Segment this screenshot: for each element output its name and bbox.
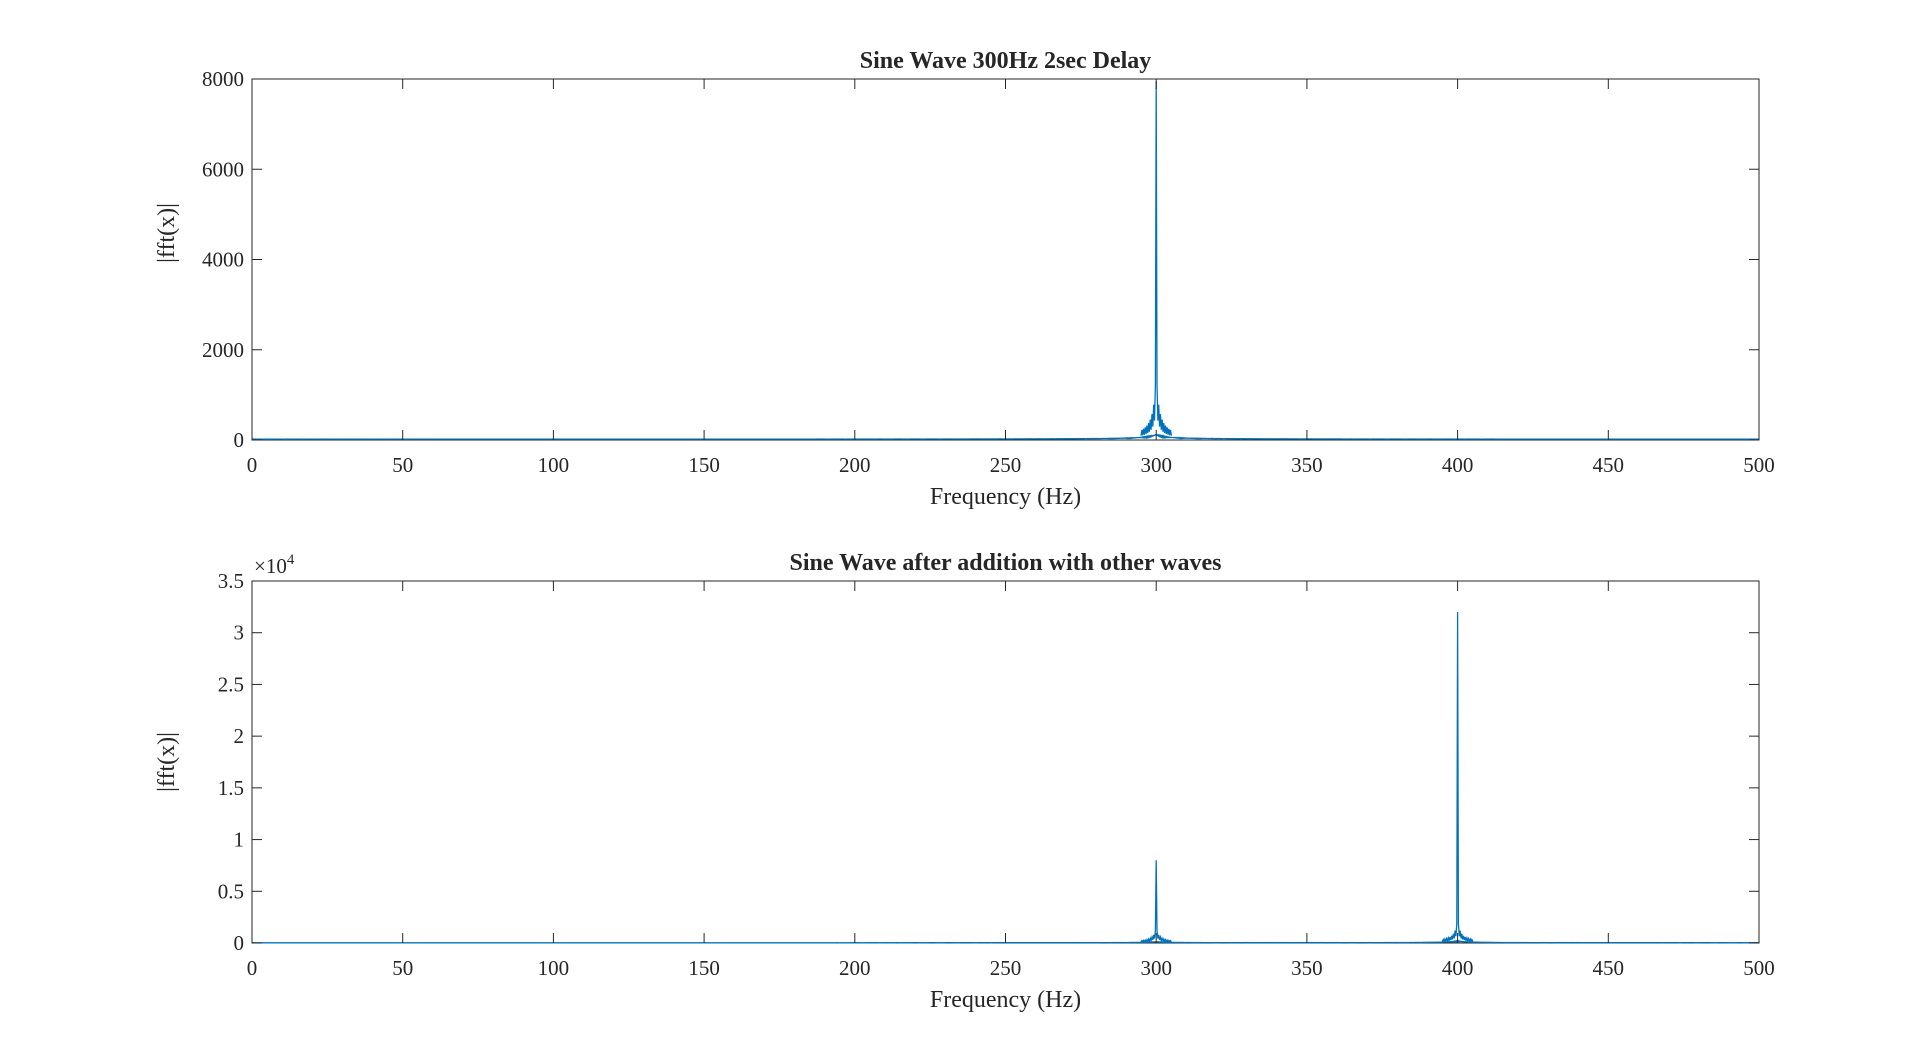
x-tick-label: 50 bbox=[392, 453, 413, 477]
x-tick-label: 0 bbox=[247, 453, 258, 477]
y-tick-label: 3.5 bbox=[218, 569, 244, 593]
y-tick-label: 6000 bbox=[202, 157, 244, 181]
plot-area bbox=[251, 580, 1760, 944]
chart-panel-1: 0 50 100 150 200 250 300 350 400 450 500 0 2000 4000 6… bbox=[154, 48, 1775, 510]
x-tick-label: 400 bbox=[1442, 453, 1474, 477]
x-tick-label: 150 bbox=[688, 453, 720, 477]
y-tick-label: 1 bbox=[234, 828, 245, 852]
x-tick-label: 350 bbox=[1291, 453, 1323, 477]
x-tick-label: 500 bbox=[1743, 956, 1775, 980]
x-tick-label: 500 bbox=[1743, 453, 1775, 477]
x-tick-label: 200 bbox=[839, 453, 871, 477]
y-tick-label: 0 bbox=[234, 931, 245, 955]
plot-area bbox=[251, 78, 1760, 441]
x-tick-label: 350 bbox=[1291, 956, 1323, 980]
y-axis-label: |fft(x)| bbox=[154, 203, 180, 263]
x-tick-label: 450 bbox=[1593, 453, 1625, 477]
y-tick-label: 8000 bbox=[202, 67, 244, 91]
chart-title: Sine Wave after addition with other wave… bbox=[789, 550, 1221, 576]
x-tick-label: 300 bbox=[1140, 956, 1172, 980]
x-tick-label: 250 bbox=[990, 956, 1022, 980]
chart-panel-2: 0 50 100 150 200 250 300 350 400 450 500 0 0.5 1 1.5 2 2… bbox=[154, 550, 1775, 1013]
x-tick-label: 200 bbox=[839, 956, 871, 980]
x-tick-label: 100 bbox=[538, 453, 570, 477]
y-tick-label: 2.5 bbox=[218, 672, 244, 696]
x-tick-label: 100 bbox=[538, 956, 570, 980]
y-tick-label: 4000 bbox=[202, 248, 244, 272]
x-tick-label: 0 bbox=[247, 956, 258, 980]
x-tick-label: 50 bbox=[392, 956, 413, 980]
x-tick-label: 300 bbox=[1140, 453, 1172, 477]
y-tick-label: 3 bbox=[234, 621, 245, 645]
x-tick-label: 450 bbox=[1593, 956, 1625, 980]
x-axis-label: Frequency (Hz) bbox=[930, 484, 1081, 510]
y-exponent-label: ×104 bbox=[254, 552, 295, 578]
y-tick-label: 0 bbox=[234, 428, 245, 452]
x-tick-label: 250 bbox=[990, 453, 1022, 477]
x-tick-label: 400 bbox=[1442, 956, 1474, 980]
x-tick-label: 150 bbox=[688, 956, 720, 980]
x-axis-label: Frequency (Hz) bbox=[930, 987, 1081, 1013]
y-tick-label: 0.5 bbox=[218, 879, 244, 903]
y-tick-label: 1.5 bbox=[218, 776, 244, 800]
y-tick-label: 2 bbox=[234, 724, 245, 748]
y-tick-label: 2000 bbox=[202, 338, 244, 362]
y-axis-label: |fft(x)| bbox=[154, 732, 180, 792]
chart-title: Sine Wave 300Hz 2sec Delay bbox=[860, 48, 1152, 74]
